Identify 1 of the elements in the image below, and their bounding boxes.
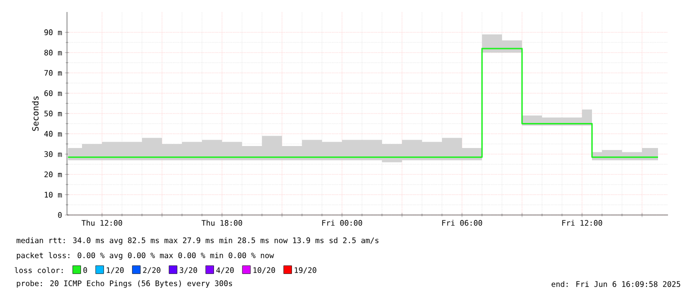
- y-axis-title: Seconds: [32, 96, 39, 131]
